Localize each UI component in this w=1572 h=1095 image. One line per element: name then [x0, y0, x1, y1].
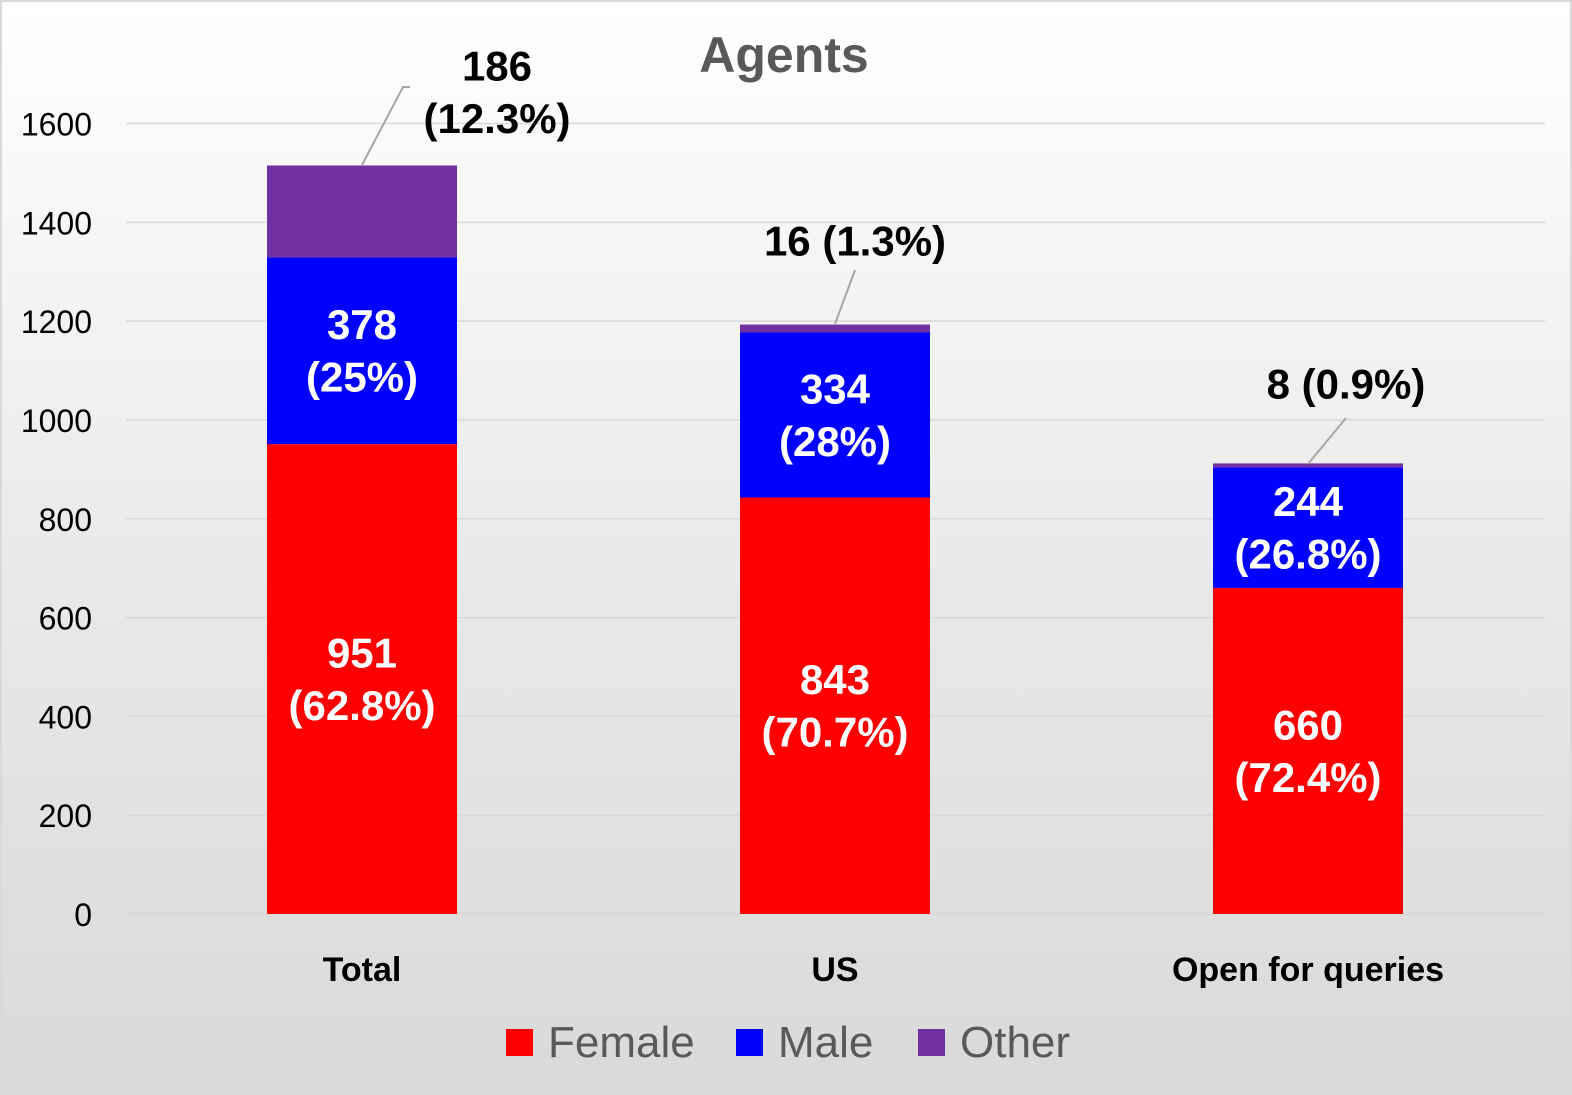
legend-label-other: Other — [960, 1018, 1070, 1067]
y-tick-label: 1200 — [21, 304, 92, 340]
bar-female — [267, 444, 457, 914]
legend-swatch-male — [736, 1029, 763, 1056]
chart-title: Agents — [699, 27, 868, 83]
legend-swatch-female — [506, 1029, 533, 1056]
y-tick-label: 1600 — [21, 107, 92, 143]
y-axis: 0 200 400 600 800 1000 1200 1400 1600 — [21, 107, 92, 934]
y-tick-label: 200 — [39, 798, 92, 834]
data-labels: 951 (62.8%) 378 (25%) 186 (12.3%) 843 (70.7%) 33… — [288, 42, 1425, 800]
y-tick-label: 1400 — [21, 205, 92, 241]
legend-swatch-other — [918, 1029, 945, 1056]
legend-label-male: Male — [778, 1018, 873, 1067]
data-label: 334 (28%) — [779, 365, 891, 465]
bar-male — [740, 332, 930, 498]
bar-other — [1213, 463, 1403, 468]
bar-male — [267, 257, 457, 445]
y-tick-label: 1000 — [21, 403, 92, 439]
leader-line — [1307, 417, 1347, 465]
legend: Female Male Other — [506, 1018, 1070, 1067]
data-label: 8 (0.9%) — [1267, 361, 1426, 408]
x-tick-label: US — [811, 951, 858, 989]
bar-female — [1213, 587, 1403, 914]
data-label: 843 (70.7%) — [761, 656, 908, 756]
leader-line — [361, 86, 410, 166]
bar-male — [1213, 467, 1403, 588]
y-tick-label: 400 — [39, 699, 92, 735]
leader-line — [834, 269, 856, 325]
x-tick-label: Open for queries — [1172, 951, 1444, 989]
bar-other — [740, 324, 930, 333]
data-label: 186 (12.3%) — [423, 42, 570, 142]
y-tick-label: 0 — [74, 897, 92, 933]
x-tick-label: Total — [323, 951, 402, 989]
data-label: 951 (62.8%) — [288, 630, 435, 730]
data-label: 660 (72.4%) — [1234, 701, 1381, 801]
bars — [267, 165, 1403, 914]
data-label: 244 (26.8%) — [1234, 478, 1381, 578]
data-label: 16 (1.3%) — [764, 218, 946, 265]
data-label: 378 (25%) — [306, 301, 418, 401]
legend-label-female: Female — [548, 1018, 695, 1067]
bar-female — [740, 497, 930, 914]
x-axis: Total US Open for queries — [323, 951, 1444, 989]
bar-other — [267, 165, 457, 258]
y-tick-label: 600 — [39, 601, 92, 637]
y-tick-label: 800 — [39, 502, 92, 538]
